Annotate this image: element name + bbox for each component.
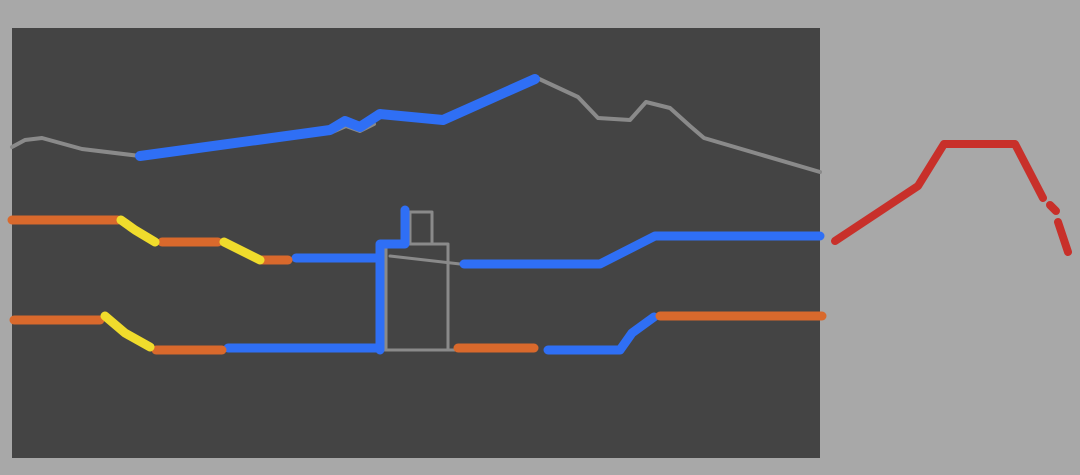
blue-lower-right-segment (543, 312, 659, 355)
grey-ridge-line (10, 136, 142, 158)
blue-track-layer (135, 74, 825, 355)
red-dash-1 (1046, 201, 1060, 215)
blue-ridge-segment (135, 74, 540, 161)
blue-middle-right-segment (459, 231, 825, 269)
yellow-upper-slope-1 (116, 215, 160, 247)
orange-track-layer (7, 215, 827, 355)
yellow-lower-slope (100, 311, 155, 352)
blue-vertical-riser (375, 205, 410, 355)
yellow-upper-slope-2 (219, 237, 265, 265)
red-track-layer (831, 140, 1072, 256)
grey-tower-cap (408, 210, 434, 246)
yellow-track-layer (100, 215, 265, 352)
red-dash-2 (1054, 218, 1072, 256)
red-main-path (831, 140, 1047, 245)
grey-ridge-line-peak (533, 75, 822, 174)
